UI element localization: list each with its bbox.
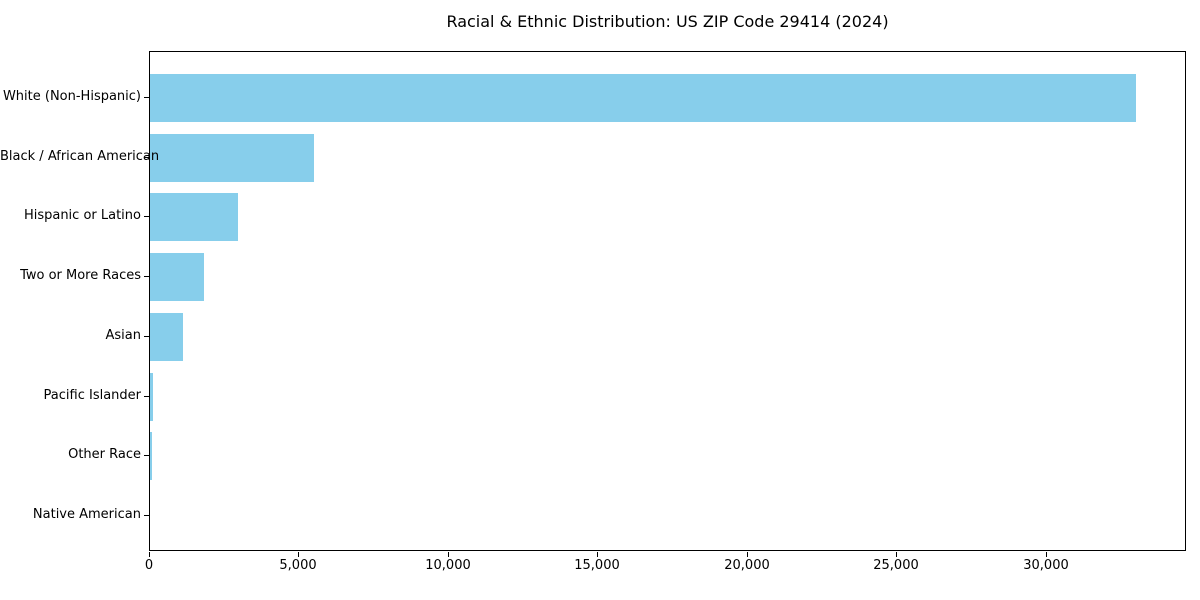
y-tick-label: Pacific Islander: [43, 388, 141, 403]
bar-two-or-more-races: [150, 253, 204, 301]
plot-area: [149, 51, 1186, 551]
y-tick-label: White (Non-Hispanic): [2, 89, 141, 104]
x-tick-label: 0: [144, 558, 154, 573]
x-tick-label: 5,000: [279, 558, 317, 573]
chart-title: Racial & Ethnic Distribution: US ZIP Cod…: [446, 12, 889, 31]
x-tick-label: 25,000: [873, 558, 919, 573]
x-tick-mark: [896, 552, 897, 557]
x-tick-mark: [747, 552, 748, 557]
y-tick-mark: [144, 216, 149, 217]
bar-asian: [150, 313, 183, 361]
x-tick-mark: [448, 552, 449, 557]
x-tick-label: 30,000: [1023, 558, 1069, 573]
y-tick-label: Two or More Races: [20, 268, 141, 283]
bar-other-race: [150, 432, 152, 480]
x-tick-mark: [149, 552, 150, 557]
y-tick-label: Native American: [32, 507, 141, 522]
x-tick-label: 15,000: [574, 558, 620, 573]
y-tick-label: Asian: [105, 328, 141, 343]
x-tick-label: 10,000: [425, 558, 471, 573]
y-tick-mark: [144, 336, 149, 337]
bar-pacific-islander: [150, 373, 153, 421]
y-tick-label: Hispanic or Latino: [23, 208, 141, 223]
y-tick-mark: [144, 276, 149, 277]
x-tick-mark: [1046, 552, 1047, 557]
x-tick-mark: [298, 552, 299, 557]
bar-black-african-american: [150, 134, 314, 182]
bar-hispanic-or-latino: [150, 193, 238, 241]
y-tick-mark: [144, 396, 149, 397]
y-tick-mark: [144, 455, 149, 456]
x-tick-label: 20,000: [724, 558, 770, 573]
bar-white-non-hispanic: [150, 74, 1136, 122]
y-tick-mark: [144, 157, 149, 158]
x-tick-mark: [597, 552, 598, 557]
y-tick-label: Black / African American: [0, 149, 160, 164]
y-tick-mark: [144, 515, 149, 516]
y-tick-mark: [144, 97, 149, 98]
y-tick-label: Other Race: [68, 447, 141, 462]
